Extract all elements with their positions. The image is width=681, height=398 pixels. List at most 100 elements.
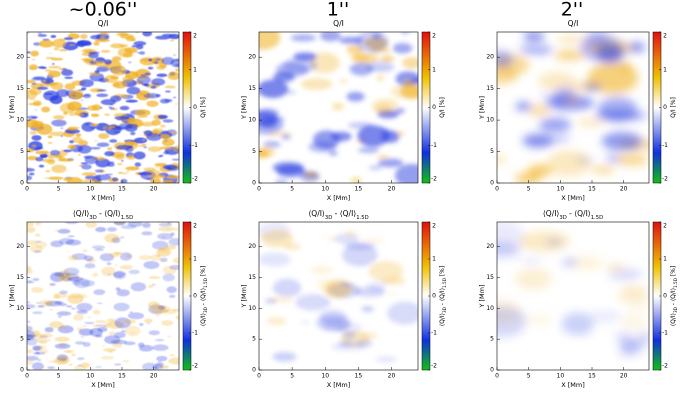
- texture-blob: [66, 305, 73, 308]
- texture-blob: [139, 57, 156, 66]
- texture-blob: [152, 344, 169, 351]
- texture-blob: [102, 126, 111, 130]
- texture-blob: [151, 240, 169, 250]
- x-tick-label: 10: [87, 373, 95, 380]
- x-tick-label: 20: [620, 373, 628, 380]
- texture-blob: [99, 32, 110, 36]
- texture-blobs: [259, 222, 418, 363]
- colorbar-tick-label: 2: [432, 223, 436, 230]
- texture-blob: [52, 38, 67, 49]
- texture-blob: [100, 355, 114, 360]
- texture-blob: [27, 89, 38, 100]
- texture-blob: [76, 294, 88, 299]
- texture-blob: [91, 245, 106, 250]
- texture-blob: [108, 350, 114, 354]
- texture-blob: [120, 160, 124, 162]
- panel-title: ⟨Q/I⟩3D - ⟨Q/I⟩1.5D: [73, 209, 133, 221]
- texture-blob: [69, 140, 74, 144]
- texture-blob: [601, 131, 643, 151]
- text-part: 3D: [673, 307, 678, 313]
- y-tick-label: 20: [248, 243, 256, 250]
- texture-blob: [93, 289, 106, 296]
- plot-frame: [26, 221, 180, 371]
- texture-blob: [37, 359, 42, 361]
- texture-blob: [497, 50, 514, 68]
- texture-blob: [79, 93, 82, 94]
- text-part: 1.5D: [673, 278, 678, 288]
- texture-blob: [64, 128, 80, 134]
- texture-blob: [95, 366, 102, 368]
- texture-blob: [74, 113, 85, 117]
- texture-blob: [27, 360, 35, 365]
- texture-blob: [27, 32, 30, 34]
- texture-blob: [27, 279, 33, 283]
- texture-blob: [376, 356, 397, 363]
- y-tick-label: 5: [20, 148, 24, 155]
- texture-blob: [269, 296, 295, 304]
- texture-blob: [162, 236, 166, 238]
- y-tick-label: 20: [248, 54, 256, 61]
- texture-blob: [104, 113, 110, 116]
- texture-blob: [527, 103, 550, 118]
- texture-blob: [27, 320, 31, 323]
- texture-blob: [39, 299, 56, 305]
- texture-blob: [32, 311, 43, 315]
- texture-blob: [339, 79, 348, 84]
- text-part: 1.5D: [203, 278, 208, 288]
- texture-blob: [49, 131, 66, 137]
- texture-blob: [538, 117, 572, 133]
- texture-blob: [120, 34, 134, 39]
- texture-blob: [42, 79, 46, 82]
- texture-blob: [125, 325, 141, 337]
- texture-blob: [368, 260, 404, 282]
- texture-blob: [44, 69, 52, 72]
- texture-blobs: [497, 222, 649, 358]
- y-tick-label: 5: [252, 336, 256, 343]
- texture-blob: [583, 84, 602, 91]
- texture-blob: [27, 175, 33, 181]
- texture-blob: [40, 78, 54, 84]
- texture-blob: [152, 364, 164, 370]
- texture-blob: [54, 343, 71, 350]
- texture-blob: [161, 180, 174, 183]
- texture-blob: [156, 73, 168, 78]
- texture-blob: [135, 109, 151, 117]
- texture-blob: [113, 302, 130, 312]
- texture-blob: [401, 32, 410, 34]
- texture: [259, 32, 418, 183]
- texture-blob: [57, 315, 62, 318]
- texture-blob: [54, 229, 59, 232]
- texture-blob: [31, 362, 44, 370]
- texture-blob: [358, 147, 380, 153]
- texture-blob: [33, 351, 46, 355]
- texture-blob: [27, 167, 35, 172]
- colorbar-tick-label: 1: [193, 66, 197, 73]
- texture-blob: [104, 59, 112, 65]
- texture-blob: [144, 318, 153, 324]
- texture-blob: [173, 227, 179, 231]
- texture-blob: [119, 236, 125, 239]
- y-tick-label: 0: [20, 180, 24, 187]
- texture-blob: [618, 353, 635, 358]
- texture-blob: [69, 90, 84, 100]
- texture-blob: [79, 33, 88, 40]
- text-part: Q/I: [568, 19, 579, 28]
- texture-blob: [84, 263, 96, 269]
- texture-blob: [94, 334, 103, 338]
- texture-blob: [90, 146, 101, 150]
- texture-blob: [158, 155, 162, 158]
- texture-blob: [78, 328, 94, 336]
- text-part: 3D: [89, 215, 96, 221]
- panel-title: Q/I: [98, 19, 109, 28]
- text-part: 3D: [442, 307, 447, 313]
- texture-blob: [162, 119, 174, 123]
- text-part: Q/I: [98, 19, 109, 28]
- colorbar-tick-label: 1: [432, 256, 436, 263]
- texture-blob: [62, 41, 79, 51]
- text-part: ⟨Q/I⟩: [439, 313, 446, 326]
- texture-blob: [99, 36, 105, 40]
- texture-blob: [561, 312, 595, 336]
- colorbar-label: ⟨Q/I⟩3D - ⟨Q/I⟩1.5D [%]: [200, 266, 208, 326]
- texture-blob: [382, 277, 406, 286]
- texture-blob: [96, 89, 107, 92]
